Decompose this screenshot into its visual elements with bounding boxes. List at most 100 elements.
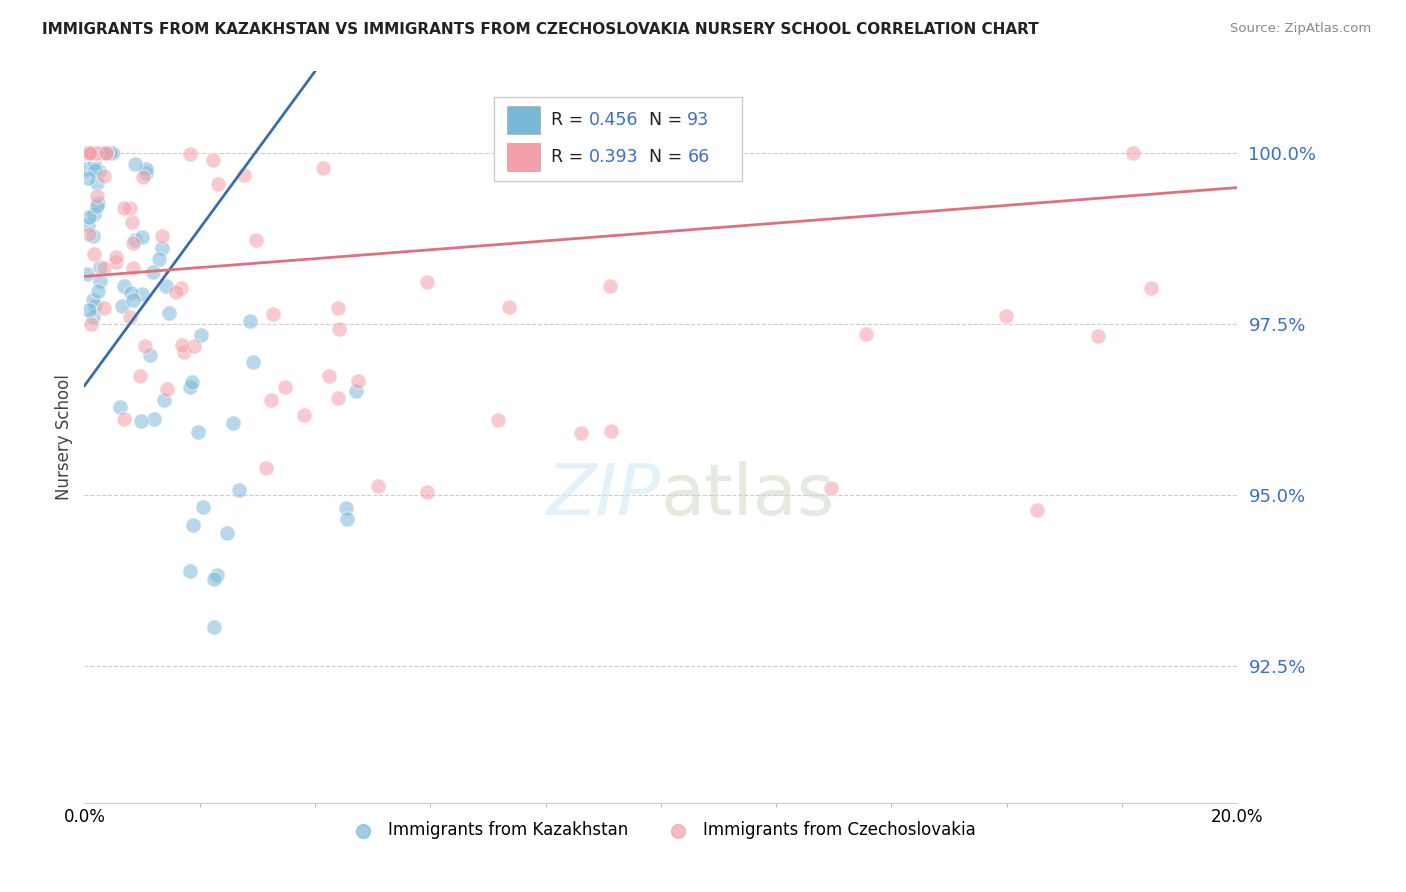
- Point: [83, 146, 105, 161]
- Point: [228, 483, 250, 498]
- Point: [94, 146, 117, 161]
- Point: [80, 146, 103, 161]
- Point: [242, 355, 264, 369]
- Point: [93, 260, 115, 275]
- Text: R =: R =: [551, 148, 589, 166]
- Text: N =: N =: [638, 112, 688, 129]
- Point: [89, 274, 111, 288]
- Point: [328, 321, 350, 335]
- Point: [77, 210, 100, 224]
- Point: [87, 284, 110, 298]
- Point: [129, 368, 152, 383]
- Point: [135, 166, 157, 180]
- Point: [181, 376, 204, 390]
- Point: [93, 146, 115, 161]
- Point: [994, 309, 1017, 323]
- Point: [96, 146, 118, 161]
- Point: [83, 155, 105, 169]
- Point: [101, 146, 124, 161]
- Point: [153, 393, 176, 408]
- Point: [155, 279, 177, 293]
- Point: [86, 176, 108, 190]
- Point: [87, 163, 110, 178]
- Point: [148, 252, 170, 266]
- Point: [335, 500, 357, 515]
- Point: [77, 302, 100, 317]
- FancyBboxPatch shape: [494, 97, 741, 181]
- Text: atlas: atlas: [661, 461, 835, 530]
- Text: 0.393: 0.393: [589, 148, 638, 166]
- Point: [82, 293, 104, 307]
- Point: [94, 146, 117, 161]
- Point: [98, 146, 121, 161]
- Point: [76, 267, 98, 281]
- Point: [75, 146, 97, 161]
- Point: [131, 287, 153, 301]
- Point: [173, 345, 195, 359]
- Point: [79, 146, 101, 161]
- Point: [326, 391, 349, 405]
- Point: [100, 146, 122, 161]
- Point: [112, 201, 135, 215]
- Point: [207, 177, 229, 191]
- Point: [150, 242, 173, 256]
- Point: [245, 233, 267, 247]
- Point: [94, 146, 117, 161]
- Point: [112, 412, 135, 426]
- Point: [93, 146, 115, 161]
- Point: [83, 146, 105, 161]
- Point: [416, 276, 439, 290]
- Point: [84, 299, 107, 313]
- Point: [120, 310, 142, 324]
- Point: [179, 146, 201, 161]
- Point: [569, 426, 592, 441]
- Point: [274, 380, 297, 394]
- Point: [86, 188, 108, 202]
- Point: [416, 485, 439, 500]
- Point: [150, 229, 173, 244]
- Point: [77, 227, 100, 241]
- Point: [124, 157, 146, 171]
- Point: [101, 146, 124, 161]
- Text: N =: N =: [638, 148, 688, 166]
- Text: R =: R =: [551, 112, 589, 129]
- Point: [124, 233, 146, 247]
- Legend: Immigrants from Kazakhstan, Immigrants from Czechoslovakia: Immigrants from Kazakhstan, Immigrants f…: [339, 814, 983, 846]
- Point: [79, 146, 101, 161]
- Point: [120, 285, 142, 300]
- Point: [122, 235, 145, 250]
- Point: [89, 260, 111, 274]
- Point: [79, 317, 101, 331]
- Point: [94, 146, 117, 161]
- Point: [183, 339, 205, 353]
- Point: [83, 247, 105, 261]
- Point: [181, 518, 204, 533]
- Point: [122, 293, 145, 307]
- Point: [77, 146, 100, 161]
- Point: [90, 146, 112, 161]
- Point: [96, 146, 118, 161]
- Point: [344, 384, 367, 398]
- Point: [93, 146, 115, 161]
- Point: [80, 146, 103, 161]
- Point: [156, 382, 179, 396]
- Point: [87, 146, 110, 161]
- Text: 66: 66: [688, 148, 710, 166]
- Point: [498, 301, 520, 315]
- Point: [96, 146, 118, 161]
- Point: [201, 153, 224, 168]
- Point: [202, 572, 225, 586]
- Point: [75, 161, 97, 176]
- Point: [112, 278, 135, 293]
- Point: [82, 229, 104, 244]
- Point: [75, 146, 97, 161]
- Point: [134, 339, 156, 353]
- Point: [599, 424, 621, 438]
- Point: [232, 168, 254, 182]
- Point: [326, 301, 349, 315]
- Point: [1140, 281, 1163, 295]
- Point: [105, 254, 128, 268]
- Point: [217, 525, 239, 540]
- Point: [143, 411, 166, 425]
- Point: [318, 368, 340, 383]
